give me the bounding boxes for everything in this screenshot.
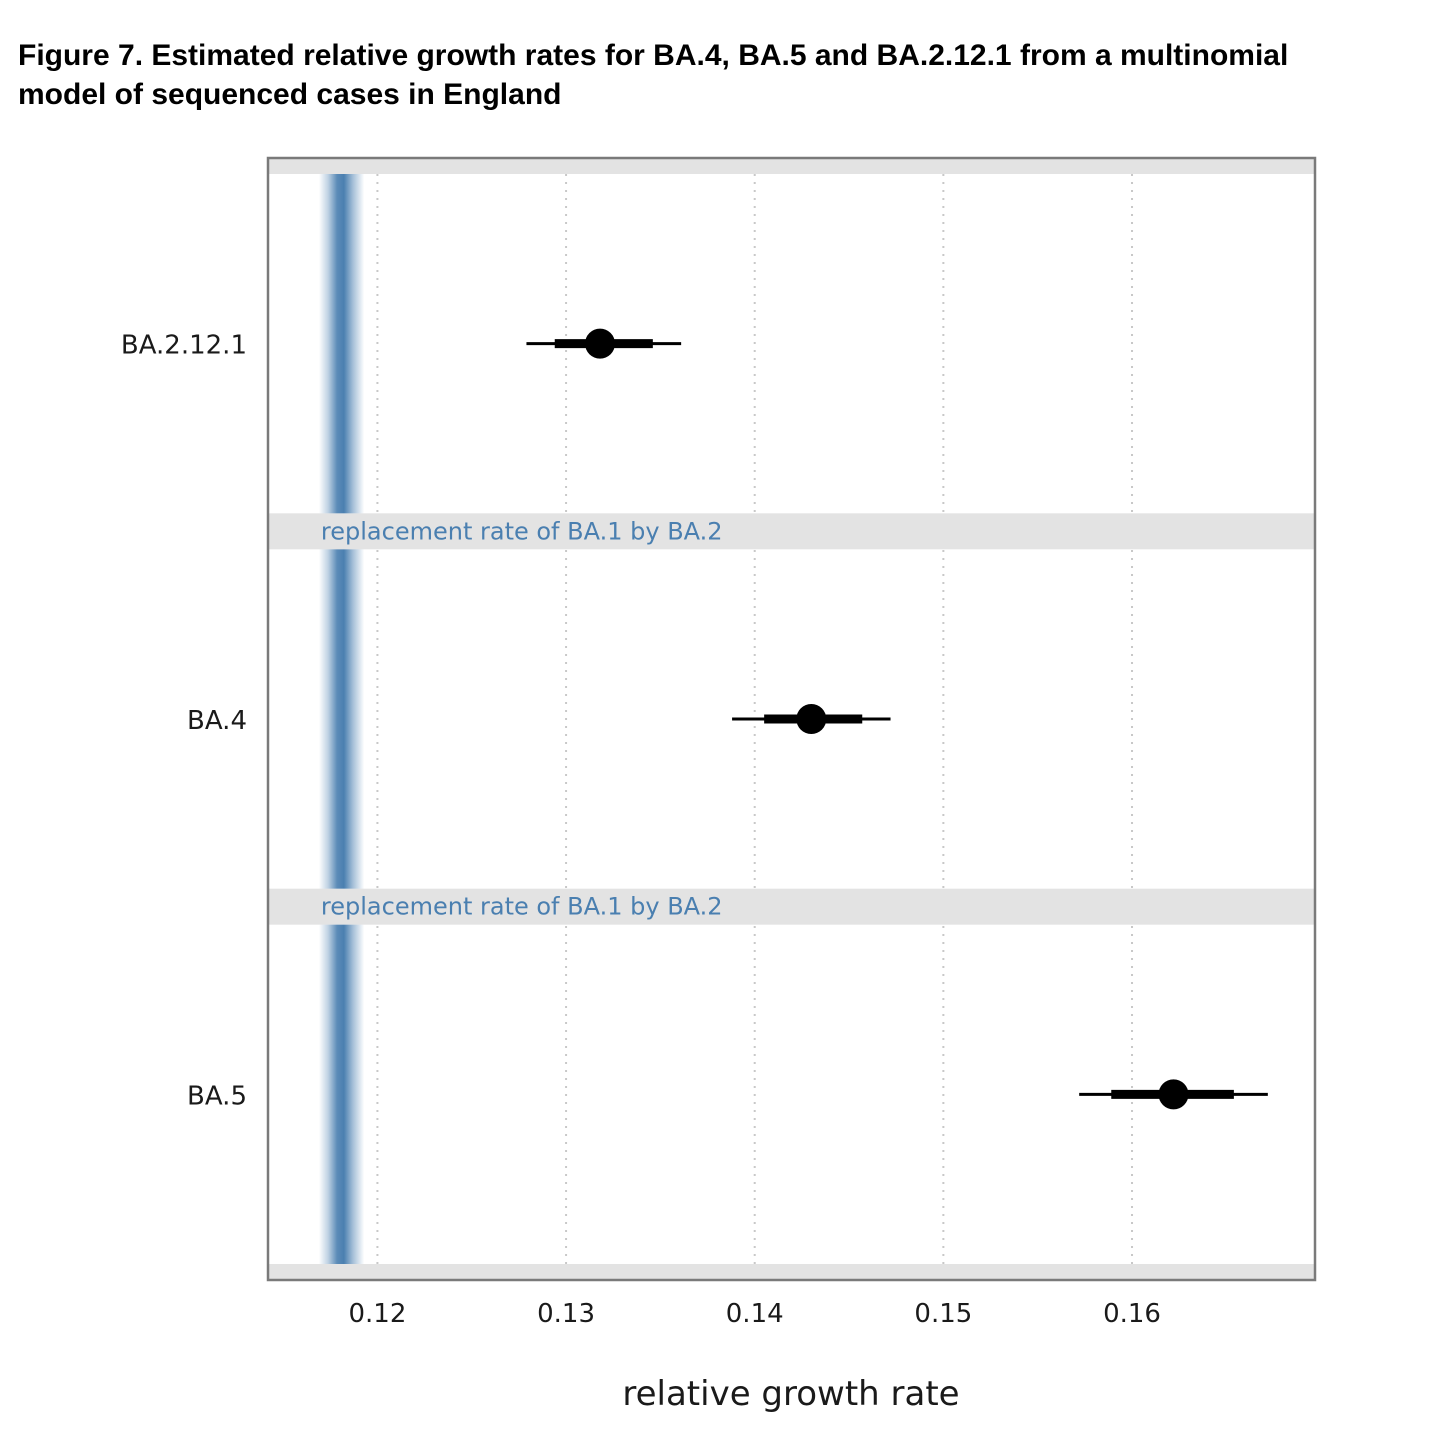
x-tick-label: 0.16 [1103, 1299, 1161, 1329]
category-label: BA.5 [187, 1081, 247, 1111]
top-strip [268, 158, 1315, 174]
x-tick-label: 0.14 [726, 1299, 784, 1329]
category-label: BA.4 [187, 706, 247, 736]
point-estimate [585, 328, 616, 359]
figure-title-line-1: Figure 7. Estimated relative growth rate… [18, 39, 1289, 72]
x-tick-label: 0.12 [348, 1299, 406, 1329]
reference-label: replacement rate of BA.1 by BA.2 [321, 517, 723, 545]
point-estimate [1158, 1079, 1189, 1110]
reference-label: replacement rate of BA.1 by BA.2 [321, 893, 723, 921]
point-estimate [796, 704, 827, 734]
reference-bands [318, 174, 365, 1264]
reference-band [318, 549, 365, 889]
reference-band [318, 174, 365, 514]
x-tick-label: 0.15 [914, 1299, 972, 1329]
bottom-strip [268, 1264, 1315, 1280]
figure-title: Figure 7. Estimated relative growth rate… [18, 36, 1438, 114]
x-axis-title: relative growth rate [622, 1374, 959, 1414]
figure-title-line-2: model of sequenced cases in England [18, 78, 562, 111]
reference-band [318, 924, 365, 1264]
estimate-marks [526, 328, 1268, 1110]
x-tick-label: 0.13 [537, 1299, 595, 1329]
x-axis-ticks: 0.12 0.13 0.14 0.15 0.16 [348, 1299, 1160, 1329]
category-label: BA.2.12.1 [121, 331, 247, 361]
panel-strips: replacement rate of BA.1 by BA.2 replacem… [268, 158, 1315, 1280]
plot-frame [266, 156, 1317, 1282]
y-axis-categories: BA.2.12.1 BA.4 BA.5 [121, 331, 247, 1112]
panel-separator [268, 513, 1315, 550]
panel-separator [268, 888, 1315, 925]
